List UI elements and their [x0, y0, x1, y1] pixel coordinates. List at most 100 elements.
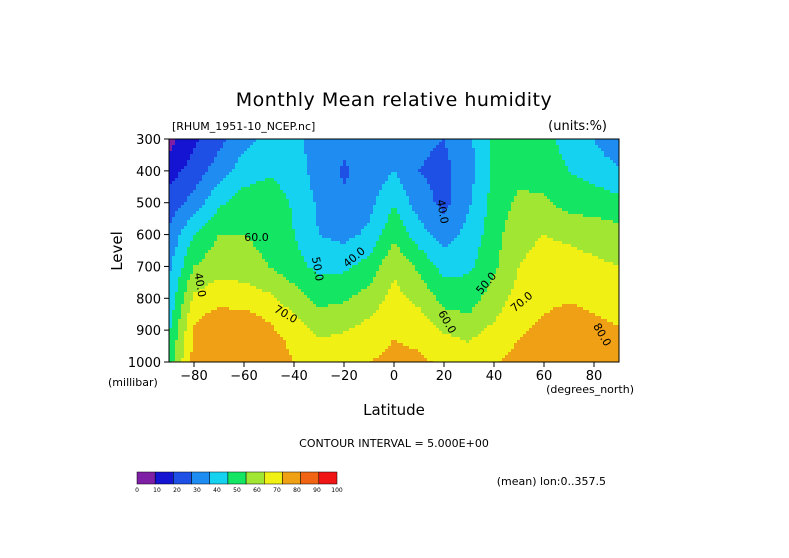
field-cell: [253, 337, 257, 341]
field-cell: [202, 238, 206, 242]
field-cell: [247, 226, 251, 230]
field-cell: [217, 286, 221, 290]
field-cell: [181, 268, 185, 272]
field-cell: [265, 166, 269, 170]
field-cell: [262, 226, 266, 230]
field-cell: [235, 226, 239, 230]
field-cell: [313, 250, 317, 254]
field-cell: [256, 343, 260, 347]
field-cell: [208, 250, 212, 254]
field-cell: [229, 232, 233, 236]
field-cell: [217, 352, 221, 356]
field-cell: [250, 256, 254, 260]
field-cell: [178, 148, 182, 152]
field-cell: [202, 247, 206, 251]
field-cell: [178, 280, 182, 284]
field-cell: [253, 223, 257, 227]
field-cell: [169, 250, 173, 254]
field-cell: [322, 277, 326, 281]
field-cell: [235, 277, 239, 281]
field-cell: [313, 142, 317, 146]
field-cell: [184, 256, 188, 260]
field-cell: [196, 262, 200, 266]
field-cell: [301, 346, 305, 350]
field-cell: [253, 256, 257, 260]
field-cell: [310, 172, 314, 176]
field-cell: [226, 223, 230, 227]
field-cell: [229, 211, 233, 215]
field-cell: [322, 202, 326, 206]
field-cell: [331, 292, 335, 296]
field-cell: [298, 265, 302, 269]
field-cell: [220, 169, 224, 173]
field-cell: [211, 352, 215, 356]
field-cell: [178, 151, 182, 155]
field-cell: [232, 346, 236, 350]
field-cell: [214, 217, 218, 221]
field-cell: [214, 295, 218, 299]
field-cell: [307, 244, 311, 248]
field-cell: [217, 346, 221, 350]
field-cell: [325, 304, 329, 308]
field-cell: [307, 235, 311, 239]
field-cell: [232, 349, 236, 353]
field-cell: [277, 166, 281, 170]
field-cell: [217, 343, 221, 347]
field-cell: [322, 355, 326, 359]
field-cell: [226, 139, 230, 143]
field-cell: [310, 331, 314, 335]
field-cell: [211, 310, 215, 314]
field-cell: [187, 208, 191, 212]
field-cell: [169, 289, 173, 293]
field-cell: [295, 205, 299, 209]
field-cell: [217, 307, 221, 311]
field-cell: [229, 346, 233, 350]
field-cell: [205, 190, 209, 194]
field-cell: [274, 343, 278, 347]
field-cell: [304, 151, 308, 155]
field-cell: [244, 271, 248, 275]
field-cell: [175, 274, 179, 278]
field-cell: [238, 244, 242, 248]
field-cell: [178, 184, 182, 188]
field-cell: [268, 226, 272, 230]
field-cell: [328, 292, 332, 296]
field-cell: [172, 256, 176, 260]
field-cell: [262, 175, 266, 179]
field-cell: [331, 193, 335, 197]
field-cell: [214, 304, 218, 308]
field-cell: [193, 262, 197, 266]
field-cell: [217, 292, 221, 296]
field-cell: [331, 298, 335, 302]
field-cell: [295, 277, 299, 281]
field-cell: [310, 325, 314, 329]
field-cell: [277, 283, 281, 287]
field-cell: [331, 238, 335, 242]
field-cell: [202, 349, 206, 353]
field-cell: [286, 196, 290, 200]
field-cell: [172, 319, 176, 323]
field-cell: [214, 244, 218, 248]
field-cell: [253, 208, 257, 212]
field-cell: [235, 295, 239, 299]
field-cell: [196, 217, 200, 221]
field-cell: [238, 211, 242, 215]
field-cell: [193, 256, 197, 260]
field-cell: [250, 217, 254, 221]
field-cell: [199, 358, 203, 362]
field-cell: [220, 358, 224, 362]
field-cell: [217, 199, 221, 203]
field-cell: [172, 313, 176, 317]
field-cell: [232, 325, 236, 329]
field-cell: [328, 166, 332, 170]
field-cell: [292, 178, 296, 182]
field-cell: [319, 235, 323, 239]
field-cell: [220, 250, 224, 254]
field-cell: [325, 328, 329, 332]
field-cell: [193, 184, 197, 188]
field-cell: [214, 205, 218, 209]
field-cell: [229, 250, 233, 254]
field-cell: [313, 292, 317, 296]
field-cell: [268, 286, 272, 290]
field-cell: [256, 286, 260, 290]
